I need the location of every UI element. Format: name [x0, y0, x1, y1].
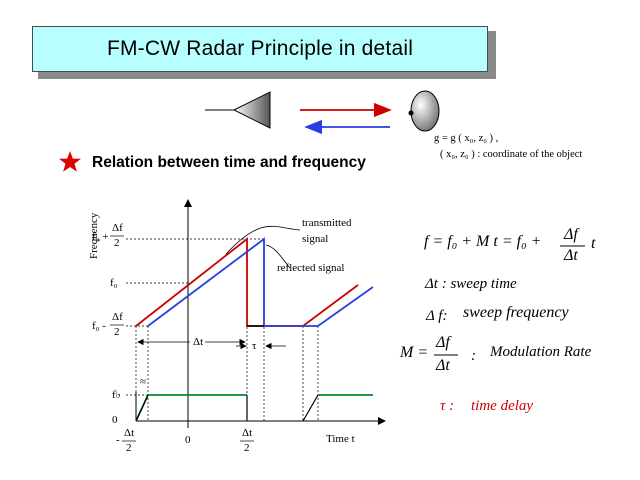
sweep-frequency: sweep frequency [463, 304, 569, 321]
object-note-line2: ( x₀, z₀ ) : coordinate of the object [440, 149, 583, 160]
mod-frac-den: Δt [436, 357, 450, 374]
interval-tau-label: τ [252, 340, 257, 352]
relation-heading: Relation between time and frequency [92, 154, 366, 171]
tick-zero-y: 0 [112, 414, 118, 426]
time-delay: time delay [471, 398, 534, 414]
reflected-signal [147, 237, 374, 327]
object-note-line1: g = g ( x₀, z₀ ) , [434, 133, 499, 144]
tick-minus: - [116, 434, 120, 446]
modulation-rate: Modulation Rate [490, 344, 592, 360]
tick-fb: f♭ [112, 389, 121, 401]
antenna-icon [205, 91, 271, 129]
tick-two-left: 2 [126, 442, 132, 454]
interval-arrows [137, 338, 286, 350]
tick-two-bottom: 2 [114, 326, 120, 338]
title-box: FM-CW Radar Principle in detail [32, 26, 488, 72]
target-object-icon [408, 90, 440, 132]
tick-two-right: 2 [244, 442, 250, 454]
tick-dt-left: Δt [124, 427, 135, 439]
tick-f0: f₀ [110, 277, 118, 289]
tick-f0-minus: f₀ - [92, 320, 106, 332]
modulation-equation: M = [400, 344, 429, 361]
freq-t: t [591, 235, 596, 252]
mod-colon: : [471, 348, 476, 364]
mod-frac-num: Δf [436, 334, 450, 351]
sweep-time: Δt : sweep time [425, 276, 517, 292]
tick-dt-right: Δt [242, 427, 253, 439]
graph-axes [135, 199, 386, 428]
transmitted-label-1: transmitted [302, 217, 352, 229]
interval-dt-label: Δt [193, 336, 204, 348]
frequency-equation: f = f₀ + M t = f₀ + [424, 233, 542, 250]
star-icon [59, 151, 81, 172]
x-axis-label: Time t [326, 433, 355, 445]
tick-df-top: Δf [112, 222, 123, 234]
page-title: FM-CW Radar Principle in detail [106, 37, 414, 60]
sweep-freq-symbol: Δ f: [426, 308, 448, 324]
tick-f0-plus: f₀ + [92, 231, 109, 243]
beat-frequency [135, 394, 247, 422]
freq-frac-den: Δt [564, 247, 578, 264]
freq-frac-num: Δf [564, 226, 578, 243]
guide-lines [126, 238, 319, 421]
reflected-pointer [265, 244, 291, 269]
break-mark: ≈ [140, 376, 147, 388]
tau-symbol: τ : [440, 398, 455, 414]
tick-two-top: 2 [114, 237, 120, 249]
beat-edges [135, 394, 319, 422]
reflected-label: reflected signal [277, 262, 345, 274]
tick-zero-x: 0 [185, 434, 191, 446]
tick-df-bottom: Δf [112, 311, 123, 323]
transmitted-label-2: signal [302, 233, 329, 245]
transmitted-pointer [225, 225, 301, 255]
